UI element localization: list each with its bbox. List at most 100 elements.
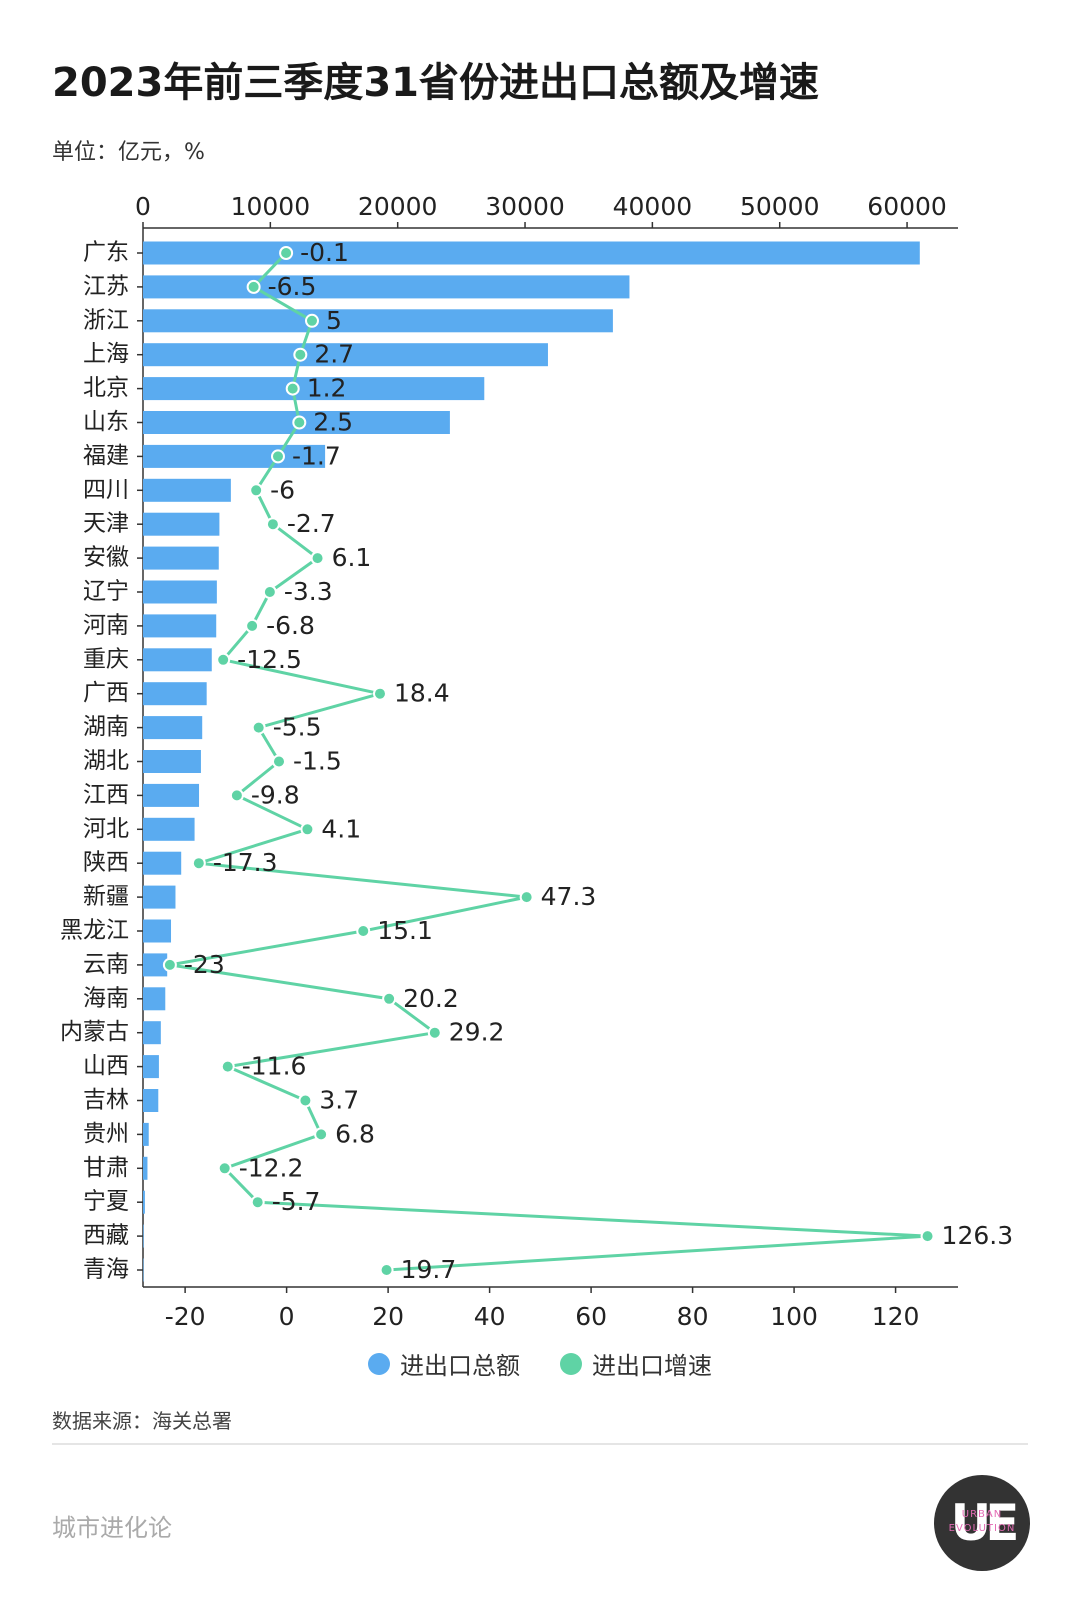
legend-label-total: 进出口总额: [400, 1352, 520, 1380]
growth-point: [298, 1093, 313, 1108]
growth-point: [293, 347, 308, 362]
category-label: 安徽: [83, 545, 129, 571]
bottom-axis-tick-label: 0: [279, 1302, 295, 1331]
category-label: 北京: [83, 375, 129, 401]
bar: [143, 648, 212, 672]
growth-data-label: 4.1: [321, 814, 361, 843]
category-label: 河北: [83, 816, 129, 842]
legend-swatch-total: [368, 1352, 390, 1375]
growth-data-label: 6.8: [335, 1119, 375, 1148]
brand-logo: UE URBAN EVOLUTION: [934, 1475, 1030, 1571]
growth-data-label: -5.5: [273, 713, 322, 742]
growth-point: [272, 754, 287, 769]
growth-data-label: -6.5: [268, 272, 317, 301]
growth-point: [191, 856, 206, 871]
growth-data-label: -0.1: [300, 238, 349, 267]
legend-item-growth: 进出口增速: [560, 1346, 712, 1381]
growth-data-label: 1.2: [307, 374, 347, 403]
growth-data-label: 2.7: [314, 340, 354, 369]
growth-point: [372, 686, 387, 701]
bottom-axis-tick-label: 40: [474, 1302, 506, 1331]
bar: [143, 817, 195, 841]
growth-data-label: 18.4: [394, 679, 450, 708]
category-label: 甘肃: [83, 1155, 129, 1181]
growth-data-label: -3.3: [284, 577, 333, 606]
growth-point: [382, 991, 397, 1006]
growth-point: [285, 381, 300, 396]
top-axis-tick-label: 0: [135, 192, 151, 221]
bar: [143, 512, 220, 536]
bar: [143, 851, 182, 875]
top-axis-tick-label: 60000: [867, 192, 947, 221]
top-axis-tick-label: 10000: [231, 192, 311, 221]
growth-point: [249, 483, 264, 498]
growth-data-label: -1.5: [293, 747, 342, 776]
category-label: 上海: [83, 341, 129, 367]
growth-point: [216, 652, 231, 667]
growth-point: [279, 246, 294, 260]
growth-point: [229, 788, 244, 803]
growth-point: [251, 720, 266, 735]
category-label: 天津: [83, 511, 129, 537]
bar: [143, 1190, 145, 1214]
growth-data-label: 3.7: [319, 1086, 359, 1115]
bar: [143, 953, 168, 977]
growth-data-label: -23: [184, 950, 225, 979]
category-label: 云南: [83, 951, 129, 977]
bar: [143, 885, 176, 909]
growth-data-label: -12.2: [239, 1153, 304, 1182]
bar: [143, 241, 920, 265]
growth-data-label: 15.1: [377, 916, 433, 945]
growth-data-label: -5.7: [272, 1187, 321, 1216]
growth-data-label: 6.1: [332, 543, 372, 572]
growth-point: [262, 585, 277, 599]
growth-data-label: 5: [326, 306, 342, 335]
growth-point: [519, 890, 534, 905]
category-label: 江苏: [83, 273, 129, 299]
legend-swatch-growth: [560, 1352, 582, 1375]
category-label: 广西: [83, 680, 129, 706]
bottom-axis-tick-label: -20: [165, 1302, 206, 1331]
growth-point: [304, 313, 319, 328]
footer-divider: [52, 1443, 1028, 1445]
bottom-axis-tick-label: 100: [770, 1302, 818, 1331]
bottom-axis-tick-label: 60: [575, 1302, 607, 1331]
category-label: 黑龙江: [60, 918, 129, 944]
bar: [143, 614, 217, 638]
category-label: 贵州: [83, 1121, 129, 1147]
bar: [143, 343, 548, 367]
bottom-axis-tick-label: 80: [677, 1302, 709, 1331]
category-label: 山西: [83, 1053, 129, 1079]
category-label: 重庆: [83, 646, 129, 672]
top-axis-tick-label: 30000: [485, 192, 565, 221]
category-label: 西藏: [83, 1223, 129, 1249]
growth-point: [270, 449, 285, 464]
bar: [143, 275, 630, 299]
bar: [143, 309, 613, 333]
growth-data-label: -12.5: [237, 645, 302, 674]
growth-point: [427, 1025, 442, 1040]
growth-data-label: 2.5: [313, 408, 353, 437]
growth-data-label: -17.3: [213, 848, 278, 877]
category-label: 新疆: [83, 884, 129, 910]
bar: [143, 1156, 148, 1180]
growth-data-label: -6.8: [266, 611, 315, 640]
bar: [143, 478, 231, 502]
bar: [143, 750, 201, 773]
logo-text-line1: URBAN: [961, 1509, 1003, 1520]
brand-name: 城市进化论: [52, 1514, 172, 1542]
bar: [143, 1122, 149, 1146]
growth-data-label: 126.3: [942, 1221, 1014, 1250]
category-label: 浙江: [83, 307, 129, 333]
growth-data-label: 20.2: [403, 984, 459, 1013]
category-label: 河南: [83, 612, 129, 638]
legend-item-total: 进出口总额: [368, 1346, 520, 1381]
growth-data-label: -2.7: [287, 509, 336, 538]
growth-point: [220, 1059, 235, 1074]
category-label: 山东: [83, 409, 129, 435]
chart-title: 2023年前三季度31省份进出口总额及增速: [52, 60, 819, 106]
bar: [143, 919, 172, 943]
growth-point: [379, 1263, 394, 1277]
category-label: 海南: [83, 985, 129, 1011]
bar: [143, 716, 203, 740]
